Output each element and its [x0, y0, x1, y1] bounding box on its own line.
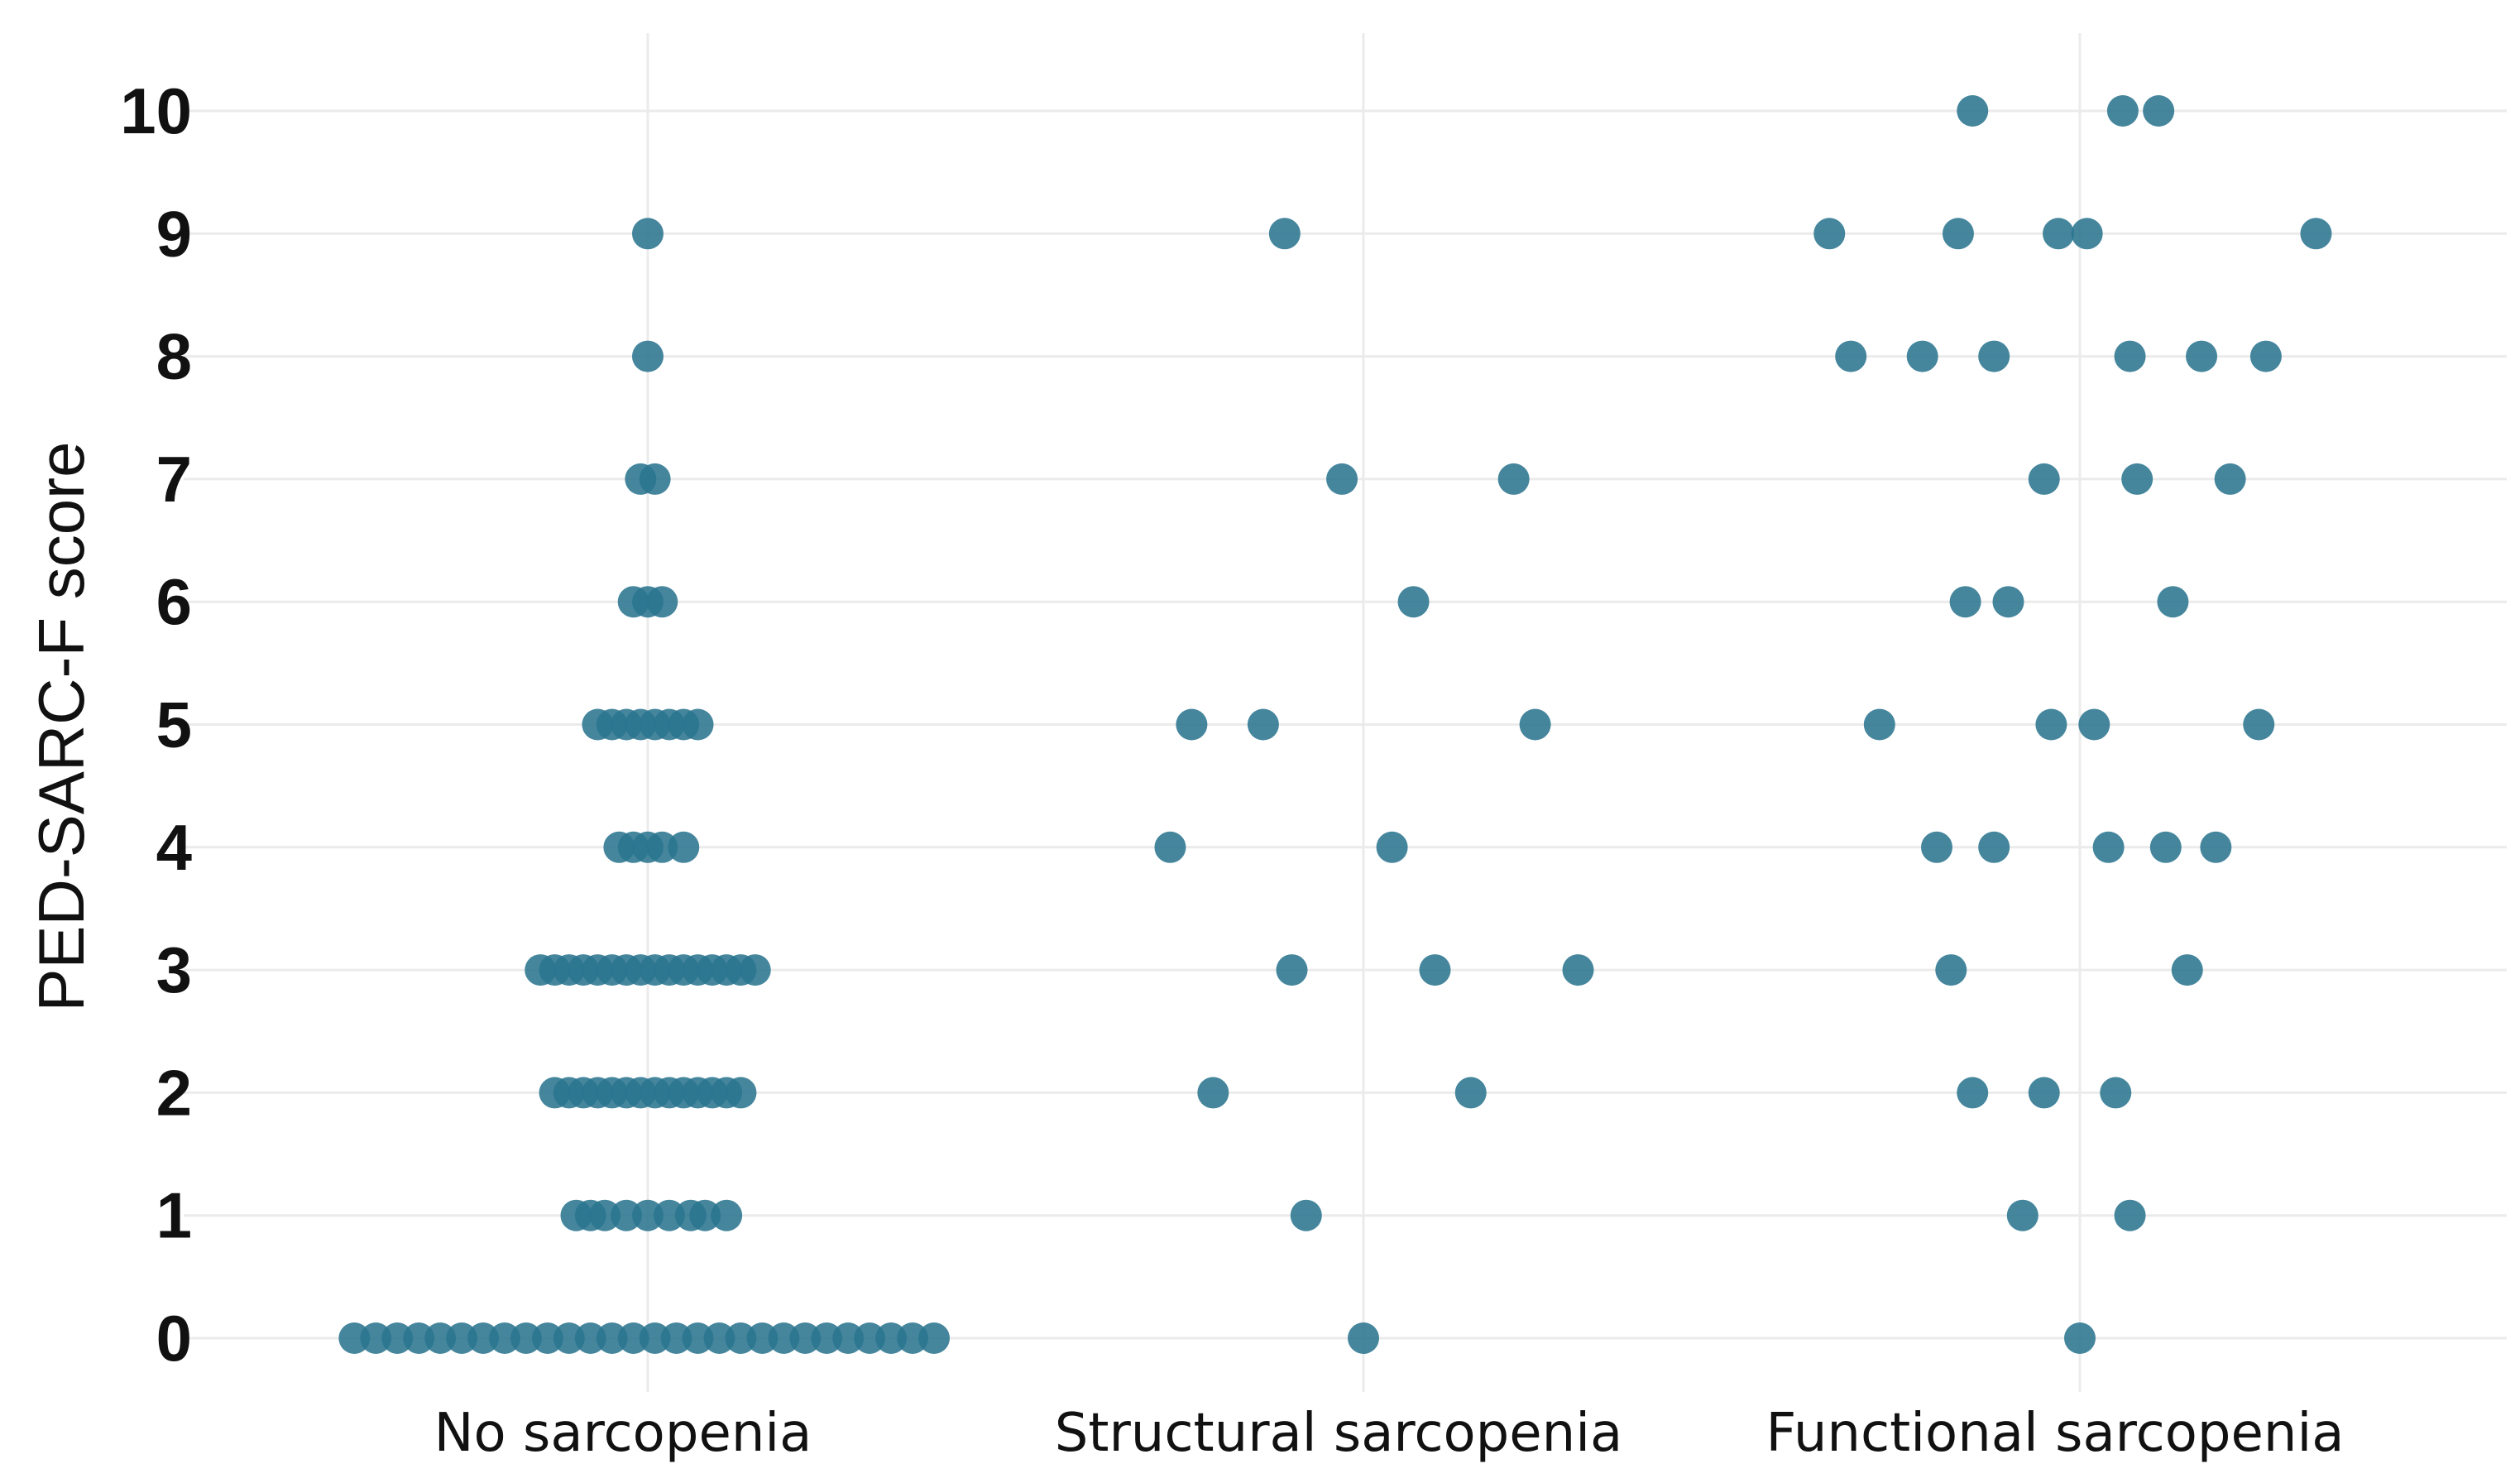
data-point [2043, 218, 2075, 250]
series-3 [1813, 95, 2332, 1354]
x-tick-label: Functional sarcopenia [1766, 1403, 2345, 1464]
data-point [632, 340, 664, 372]
data-point [668, 831, 700, 863]
data-point [1176, 708, 1208, 741]
data-point [1992, 586, 2024, 618]
data-point [2300, 218, 2332, 250]
data-point [739, 954, 771, 986]
data-point [1863, 708, 1895, 741]
data-point [2064, 1322, 2096, 1354]
data-point [2243, 708, 2275, 741]
data-point [2157, 586, 2189, 618]
y-axis-ticks: 0 1 2 3 4 5 6 7 8 9 10 [120, 74, 192, 1375]
data-point [2028, 463, 2060, 495]
y-tick-label: 6 [156, 565, 192, 638]
data-point [2214, 463, 2246, 495]
data-point [1197, 1077, 1229, 1109]
y-tick-label: 3 [156, 933, 192, 1006]
data-point [2006, 1199, 2039, 1231]
y-tick-label: 8 [156, 320, 192, 393]
data-point [725, 1077, 757, 1109]
data-point [1978, 340, 2010, 372]
data-point [2149, 831, 2182, 863]
data-point [1276, 954, 1308, 986]
data-point [2106, 95, 2139, 127]
data-point [1247, 708, 1279, 741]
data-point [1268, 218, 1301, 250]
data-point [1935, 954, 1967, 986]
data-point [1348, 1322, 1379, 1354]
data-point [1419, 954, 1451, 986]
data-point [1957, 95, 1989, 127]
data-point [1835, 340, 1867, 372]
data-point [682, 708, 714, 741]
data-point [2114, 340, 2146, 372]
data-point [1454, 1077, 1487, 1109]
data-point [2249, 340, 2282, 372]
data-point [2035, 708, 2067, 741]
data-point [1326, 463, 1358, 495]
data-point [2186, 340, 2218, 372]
data-point [1497, 463, 1530, 495]
data-point [2071, 218, 2103, 250]
data-point [711, 1199, 743, 1231]
data-point [2092, 831, 2125, 863]
data-point [1154, 831, 1186, 863]
data-point [2143, 95, 2175, 127]
data-point [1978, 831, 2010, 863]
y-tick-label: 10 [120, 74, 192, 147]
y-tick-label: 9 [156, 197, 192, 270]
data-point [2100, 1077, 2132, 1109]
data-point [918, 1322, 950, 1354]
data-point [2114, 1199, 2146, 1231]
data-point [646, 586, 678, 618]
data-point [2171, 954, 2203, 986]
x-axis-ticks: No sarcopenia Structural sarcopenia Functi… [434, 1403, 2345, 1464]
data-point [1290, 1199, 1322, 1231]
y-tick-label: 5 [156, 689, 192, 761]
data-point [2121, 463, 2153, 495]
series-2 [1154, 218, 1594, 1354]
y-tick-label: 1 [156, 1179, 192, 1252]
data-point [632, 218, 664, 250]
y-tick-label: 4 [156, 811, 192, 884]
y-tick-label: 7 [156, 443, 192, 516]
y-tick-label: 0 [156, 1302, 192, 1375]
data-point [1906, 340, 1938, 372]
data-point [1921, 831, 1952, 863]
data-point [1949, 586, 1981, 618]
data-point [1376, 831, 1408, 863]
y-axis-label: PED-SARC-F score [25, 441, 98, 1011]
data-point [2200, 831, 2232, 863]
y-tick-label: 2 [156, 1056, 192, 1129]
gridlines [184, 33, 2507, 1392]
data-point [2078, 708, 2110, 741]
x-tick-label: No sarcopenia [434, 1403, 812, 1464]
series-1 [338, 218, 950, 1354]
data-point [1397, 586, 1430, 618]
data-point [1942, 218, 1974, 250]
data-point [1562, 954, 1594, 986]
data-points [338, 95, 2332, 1354]
data-point [1519, 708, 1551, 741]
data-point [1957, 1077, 1989, 1109]
x-tick-label: Structural sarcopenia [1055, 1403, 1622, 1464]
data-point [1813, 218, 1846, 250]
data-point [2028, 1077, 2060, 1109]
data-point [639, 463, 671, 495]
